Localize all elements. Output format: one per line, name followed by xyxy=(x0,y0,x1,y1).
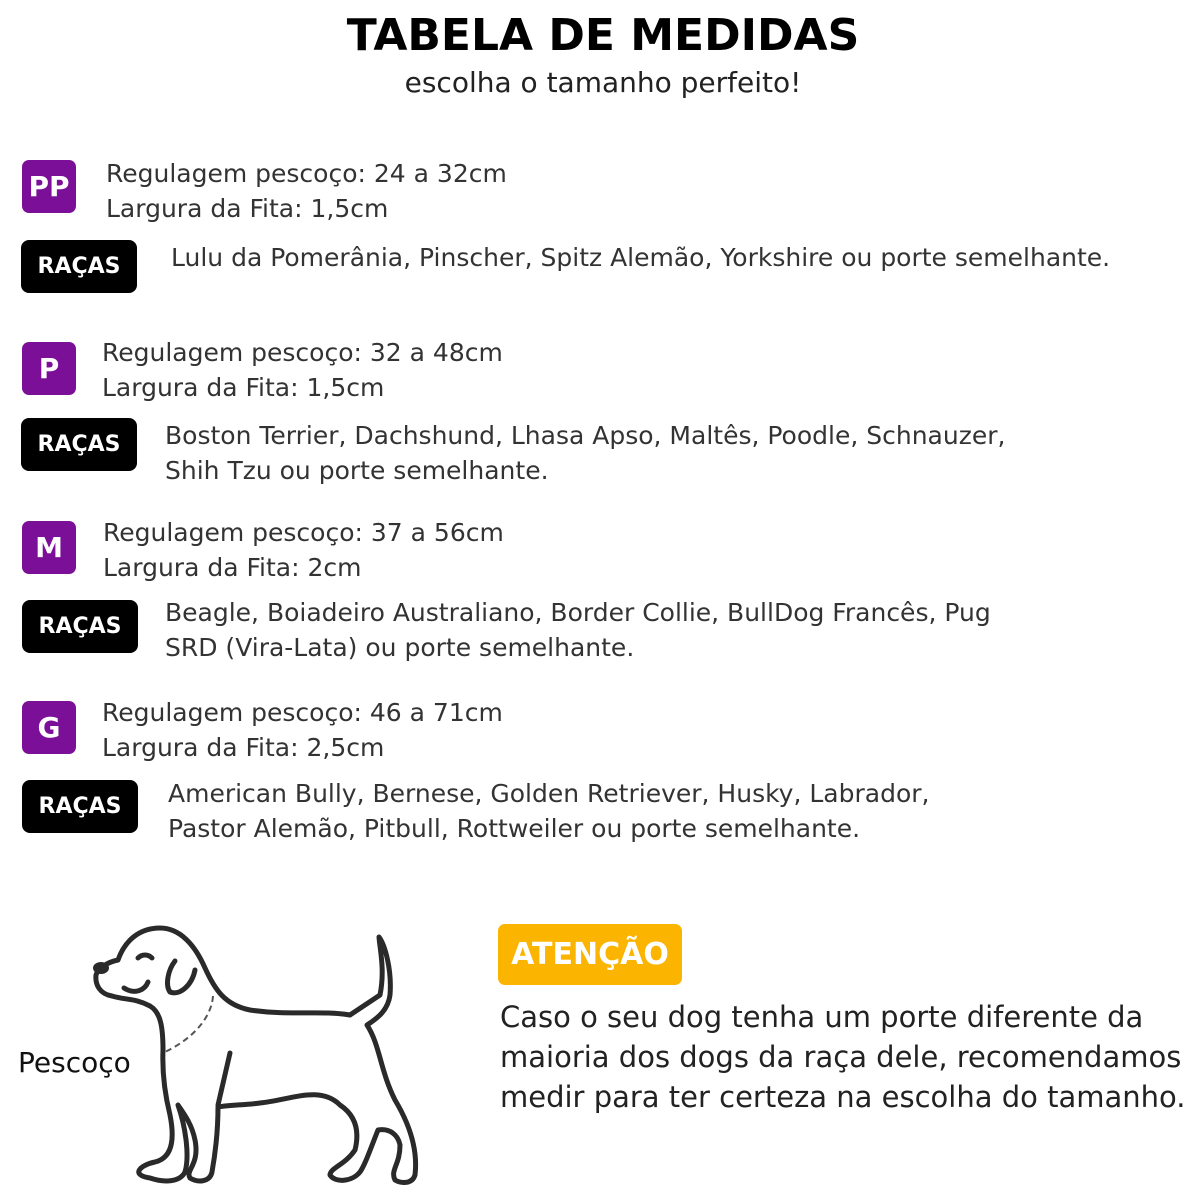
breeds-g-line1: American Bully, Bernese, Golden Retrieve… xyxy=(168,779,930,808)
ribbon-width-pp: Largura da Fita: 1,5cm xyxy=(106,194,389,223)
page-title: TABELA DE MEDIDAS xyxy=(346,10,860,61)
neck-label: Pescoço xyxy=(18,1046,131,1079)
size-badge-pp: PP xyxy=(22,160,76,213)
attention-line: maioria dos dogs da raça dele, recomenda… xyxy=(500,1040,1182,1074)
neck-range-pp: Regulagem pescoço: 24 a 32cm xyxy=(106,159,507,188)
attention-line: medir para ter certeza na escolha do tam… xyxy=(500,1080,1186,1114)
size-badge-m: M xyxy=(22,521,76,574)
breeds-badge-m: RAÇAS xyxy=(22,600,138,653)
size-badge-g: G xyxy=(22,701,76,754)
neck-range-p: Regulagem pescoço: 32 a 48cm xyxy=(102,338,503,367)
breeds-g-line2: Pastor Alemão, Pitbull, Rottweiler ou po… xyxy=(168,814,861,843)
neck-range-g: Regulagem pescoço: 46 a 71cm xyxy=(102,698,503,727)
neck-range-m: Regulagem pescoço: 37 a 56cm xyxy=(103,518,504,547)
page-subtitle: escolha o tamanho perfeito! xyxy=(404,66,802,99)
breeds-p-line1: Boston Terrier, Dachshund, Lhasa Apso, M… xyxy=(165,421,1006,450)
ribbon-width-p: Largura da Fita: 1,5cm xyxy=(102,373,385,402)
attention-line: Caso o seu dog tenha um porte diferente … xyxy=(500,1000,1144,1034)
breeds-badge-p: RAÇAS xyxy=(21,418,137,471)
breeds-p-line2: Shih Tzu ou porte semelhante. xyxy=(165,456,549,485)
breeds-m-line1: Beagle, Boiadeiro Australiano, Border Co… xyxy=(165,598,991,627)
ribbon-width-m: Largura da Fita: 2cm xyxy=(103,553,362,582)
attention-text: Caso o seu dog tenha um porte diferente … xyxy=(500,997,1185,1117)
breeds-pp: Lulu da Pomerânia, Pinscher, Spitz Alemã… xyxy=(171,243,1111,272)
breeds-badge-g: RAÇAS xyxy=(22,780,138,833)
size-badge-p: P xyxy=(22,342,76,395)
ribbon-width-g: Largura da Fita: 2,5cm xyxy=(102,733,385,762)
breeds-badge-pp: RAÇAS xyxy=(21,240,137,293)
breeds-m-line2: SRD (Vira-Lata) ou porte semelhante. xyxy=(165,633,635,662)
attention-badge: ATENÇÃO xyxy=(498,924,682,985)
dog-outline-icon xyxy=(93,925,419,1185)
